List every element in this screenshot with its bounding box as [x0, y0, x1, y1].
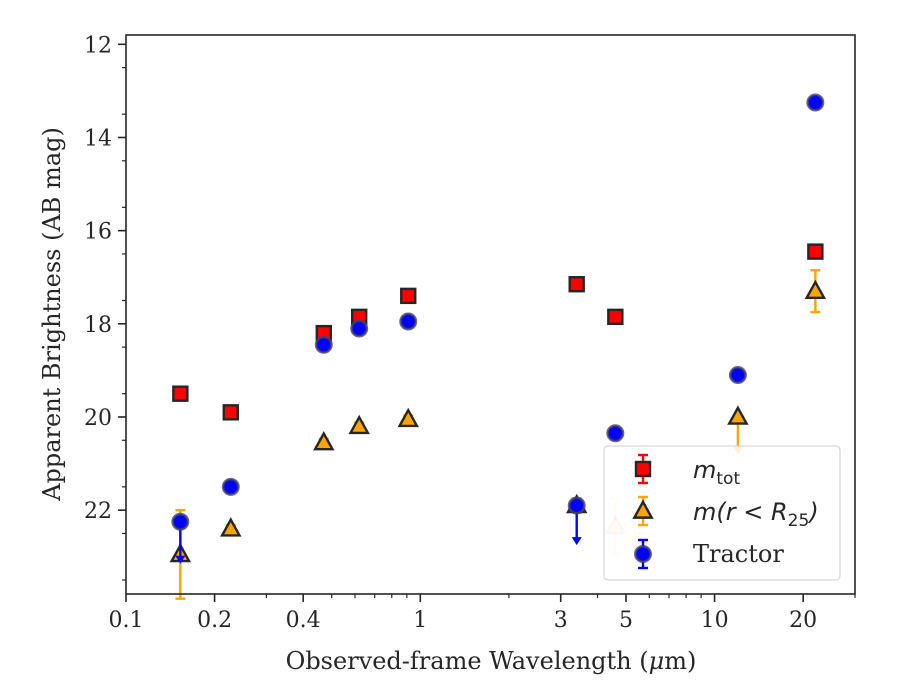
- y-tick-label: 20: [84, 406, 112, 431]
- legend-marker-square: [634, 460, 652, 478]
- y-tick-label: 22: [84, 499, 112, 524]
- data-layer: [169, 93, 827, 600]
- data-point-circle: [171, 512, 190, 531]
- data-point-triangle: [397, 407, 419, 428]
- data-point-triangle: [804, 279, 827, 300]
- series-m-r25: [169, 269, 827, 600]
- y-tick-label: 14: [84, 126, 112, 151]
- legend-markers: [632, 453, 654, 570]
- legend-m-r25-close: ): [807, 498, 818, 526]
- data-point-circle: [567, 496, 586, 515]
- x-tick-label: 10: [701, 608, 729, 633]
- ticks-layer: 0.1 0.2 0.4 1 3 5 10 20 12 14 16 18 20 22: [84, 33, 856, 633]
- legend-box: [603, 445, 841, 581]
- data-point-square: [172, 385, 189, 402]
- data-point-circle: [314, 335, 333, 354]
- data-point-triangle: [727, 405, 749, 425]
- y-tick-label: 18: [84, 313, 112, 338]
- x-axis-label-mu: μ: [649, 647, 665, 675]
- data-point-circle: [221, 477, 240, 496]
- legend-label-m-tot: mtot: [693, 456, 740, 489]
- x-axis-label-unit: m): [664, 647, 696, 675]
- x-tick-label: 3: [554, 608, 568, 633]
- data-point-square: [222, 404, 239, 421]
- x-tick-label: 0.1: [109, 608, 144, 633]
- data-point-circle: [806, 93, 825, 112]
- x-tick-label: 1: [413, 608, 427, 633]
- data-point-square: [400, 287, 417, 305]
- legend-m-r25-base: m: [693, 498, 716, 526]
- data-point-circle: [399, 312, 418, 331]
- x-axis-label: Observed-frame Wavelength (μm): [286, 647, 697, 675]
- x-axis-label-text: Observed-frame Wavelength (: [286, 647, 649, 675]
- data-point-triangle: [220, 517, 242, 537]
- legend-label-m-r25: m(r < R25): [693, 498, 819, 531]
- legend-marker-triangle: [632, 499, 654, 519]
- y-tick-label: 12: [84, 33, 112, 58]
- data-point-square: [807, 243, 824, 260]
- data-point-square: [568, 276, 585, 293]
- legend: mtot m(r < R25) Tractor: [603, 445, 841, 581]
- x-tick-label: 0.2: [197, 608, 232, 633]
- legend-m-r25-paren: (r < R: [716, 498, 787, 526]
- data-point-circle: [606, 424, 625, 443]
- x-tick-label: 0.4: [286, 608, 321, 633]
- upper-limit-arrowhead: [571, 537, 582, 546]
- legend-label-tractor: Tractor: [693, 540, 784, 568]
- upper-limit-arrowhead: [175, 555, 186, 564]
- x-tick-label: 5: [619, 608, 633, 633]
- data-point-circle: [350, 319, 369, 338]
- series-tractor: [171, 93, 825, 564]
- data-point-square: [607, 308, 624, 326]
- legend-m-tot-sub: tot: [716, 469, 740, 489]
- x-tick-label: 20: [789, 608, 817, 633]
- plot-frame: [125, 34, 856, 595]
- data-point-triangle: [348, 414, 370, 435]
- y-axis-label: Apparent Brightness (AB mag): [38, 127, 66, 502]
- legend-marker-circle: [633, 544, 652, 563]
- data-point-circle: [728, 366, 747, 385]
- legend-m-r25-sub: 25: [788, 511, 810, 531]
- y-tick-label: 16: [84, 220, 112, 245]
- legend-m-tot-base: m: [693, 456, 716, 484]
- data-point-triangle: [313, 431, 335, 451]
